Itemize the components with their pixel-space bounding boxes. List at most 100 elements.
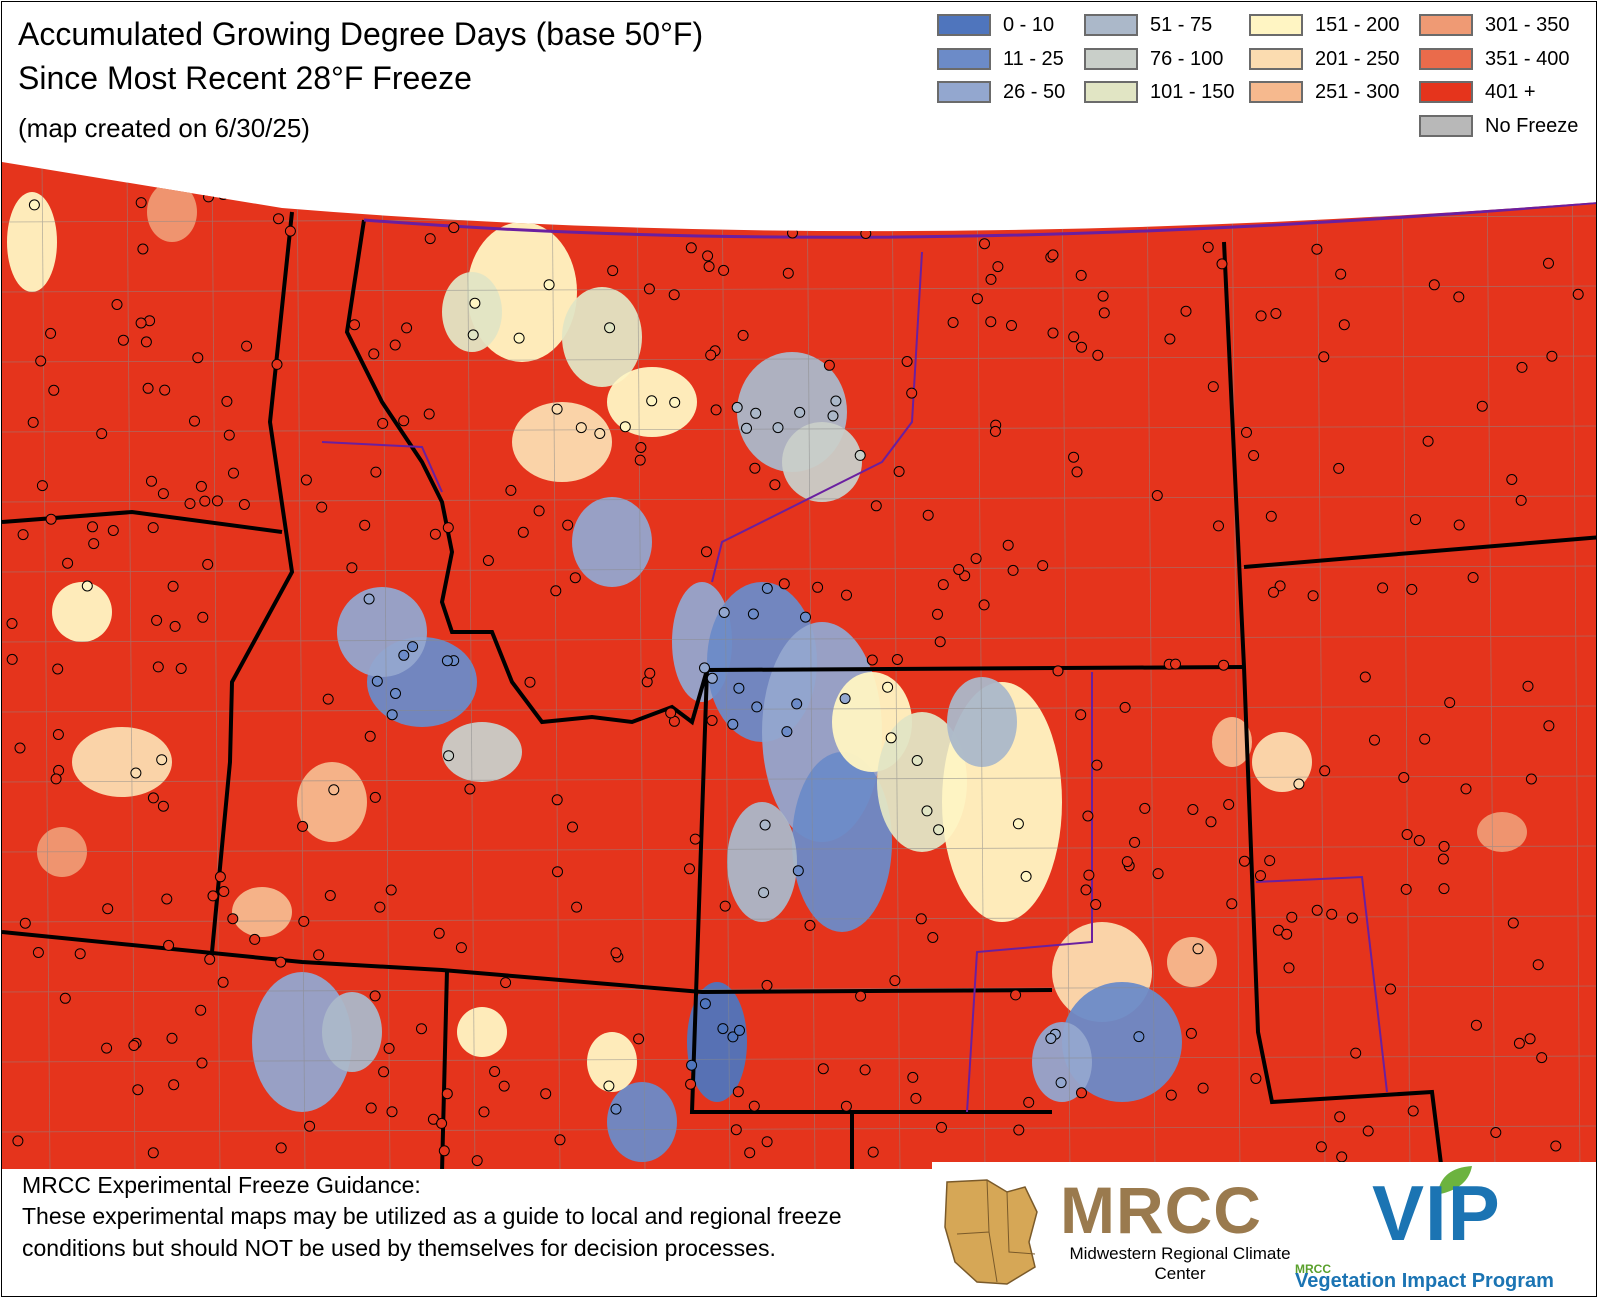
station-marker (1536, 1052, 1548, 1064)
station-marker (386, 1106, 398, 1118)
station-marker (524, 676, 536, 688)
station-marker (885, 732, 897, 744)
station-marker (1335, 268, 1347, 280)
gdd-patch (792, 752, 892, 932)
station-marker (717, 1023, 729, 1035)
station-marker (644, 667, 656, 679)
station-marker (761, 979, 773, 991)
station-marker (441, 1088, 453, 1100)
station-marker (1197, 1082, 1209, 1094)
station-marker (1543, 720, 1555, 732)
mrcc-logo-subtitle: Midwestern Regional Climate Center (1069, 1244, 1291, 1283)
station-marker (1248, 450, 1260, 461)
county-line (636, 162, 646, 1172)
station-marker (322, 693, 334, 705)
legend-item-401-plus: 401 + (1419, 79, 1536, 105)
station-marker (436, 1117, 448, 1129)
station-marker (398, 415, 410, 427)
county-line (1486, 162, 1496, 1172)
station-marker (1453, 291, 1465, 303)
station-marker (781, 726, 793, 738)
state-border-dakotas-east (1222, 241, 1444, 1172)
station-marker (1192, 943, 1204, 955)
gdd-patch (457, 1007, 507, 1057)
station-marker (1223, 799, 1235, 810)
station-marker (552, 866, 563, 878)
station-marker (1045, 1033, 1057, 1044)
station-marker (81, 580, 93, 592)
station-marker (195, 480, 207, 492)
station-marker (316, 501, 328, 513)
station-marker (386, 709, 398, 721)
station-marker (1422, 435, 1434, 447)
station-marker (551, 794, 563, 806)
legend-label: 26 - 50 (1003, 80, 1066, 103)
mrcc-logo-text: MRCC (1060, 1173, 1262, 1247)
station-marker (166, 1032, 178, 1044)
station-marker (1080, 884, 1092, 896)
station-marker (385, 884, 397, 896)
station-marker (1216, 258, 1228, 270)
station-marker (827, 410, 839, 422)
station-marker (349, 319, 360, 331)
station-marker (284, 225, 296, 237)
station-marker (794, 406, 806, 418)
station-marker (297, 820, 309, 832)
station-marker (389, 339, 401, 351)
station-marker (132, 1084, 144, 1096)
station-marker (211, 495, 223, 507)
station-marker (1075, 709, 1087, 721)
station-marker (947, 317, 959, 328)
station-marker (111, 299, 123, 310)
station-marker (424, 233, 436, 245)
station-marker (1082, 810, 1094, 822)
station-marker (1185, 1027, 1197, 1039)
station-marker (1398, 772, 1410, 783)
county-line (551, 162, 561, 1172)
gdd-patch (727, 802, 797, 922)
station-marker (196, 1057, 208, 1069)
station-marker (1052, 665, 1064, 677)
gdd-patch (442, 722, 522, 782)
county-line (2, 845, 1596, 853)
station-marker (812, 581, 824, 593)
state-border-or-wa (2, 509, 283, 534)
station-marker (1319, 765, 1331, 777)
station-marker (455, 942, 467, 954)
station-marker (364, 730, 376, 742)
station-marker (1516, 361, 1528, 373)
station-marker (223, 429, 235, 441)
station-marker (137, 243, 149, 255)
station-marker (1152, 868, 1164, 880)
station-marker (378, 1066, 390, 1078)
station-marker (855, 990, 867, 1002)
station-marker (1092, 349, 1104, 361)
station-marker (195, 1004, 207, 1016)
station-marker (184, 498, 196, 510)
station-marker (562, 519, 574, 531)
station-marker (1318, 351, 1330, 363)
station-marker (603, 1080, 615, 1092)
region-boundary-east (1255, 875, 1388, 1093)
station-marker (686, 1059, 698, 1071)
gdd-patch (147, 182, 197, 242)
station-marker (6, 618, 18, 629)
station-marker (1572, 288, 1584, 300)
station-marker (478, 1106, 490, 1118)
gdd-patch (297, 762, 367, 842)
gdd-patch (52, 582, 112, 642)
station-marker (979, 238, 990, 250)
legend-swatch (1419, 115, 1473, 137)
station-marker (74, 948, 86, 960)
legend-swatch (1249, 48, 1303, 70)
station-marker (52, 663, 64, 675)
station-marker (1090, 899, 1102, 910)
station-marker (374, 901, 386, 913)
station-marker (169, 620, 181, 632)
gdd-patch (687, 982, 747, 1102)
station-marker (927, 932, 939, 943)
station-marker (147, 1147, 159, 1159)
station-marker (741, 422, 752, 434)
station-marker (610, 1103, 622, 1115)
station-marker (1281, 928, 1293, 940)
